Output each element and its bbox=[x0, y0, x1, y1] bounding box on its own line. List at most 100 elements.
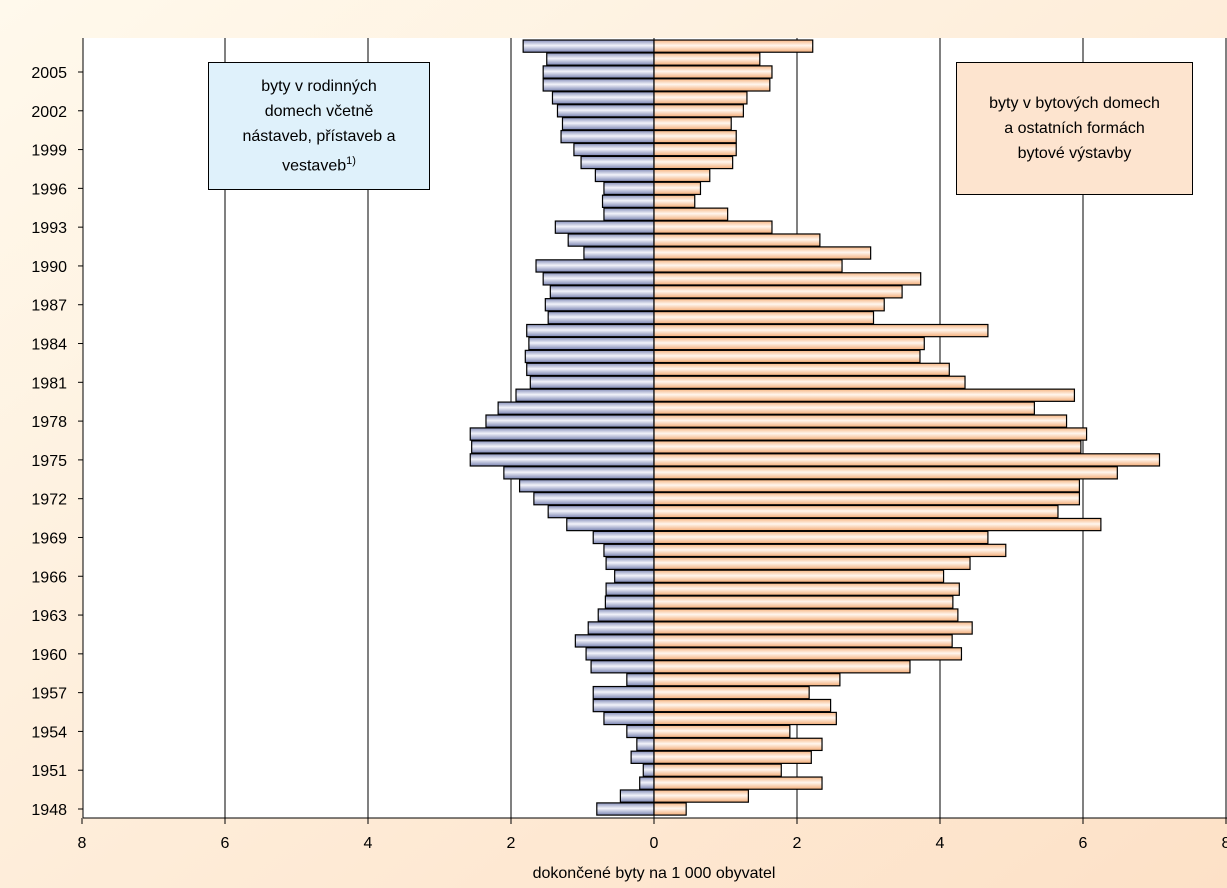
legend-left-line-1: byty v rodinných bbox=[261, 77, 377, 95]
bar-right-1968 bbox=[653, 543, 1007, 558]
bar-left-1951 bbox=[642, 763, 655, 777]
bar-left-1957 bbox=[592, 685, 655, 700]
bar-right-2000 bbox=[653, 129, 737, 144]
bar-right-1962 bbox=[653, 621, 973, 635]
y-axis-ticks: 1948 1951 1954 1957 1960 1963 1966 1969 1972 1975… bbox=[31, 65, 83, 819]
legend-left-line-3: nástaveb, přístaveb a bbox=[242, 127, 396, 145]
y-tick-label-2005: 2005 bbox=[31, 65, 67, 82]
bar-right-1993 bbox=[653, 220, 773, 234]
bar-right-1971 bbox=[653, 504, 1059, 519]
bar-right-1979 bbox=[653, 401, 1035, 415]
bar-left-1988 bbox=[549, 285, 655, 299]
y-tick-label-1978: 1978 bbox=[31, 414, 67, 431]
bar-left-2000 bbox=[560, 129, 655, 144]
legend-left-series: byty v rodinných domech včetně nástaveb,… bbox=[208, 62, 430, 190]
bar-left-1948 bbox=[596, 802, 655, 816]
bar-right-1984 bbox=[653, 336, 925, 351]
bar-left-1972 bbox=[533, 491, 655, 506]
bar-right-1983 bbox=[653, 349, 921, 364]
bar-right-1959 bbox=[653, 660, 911, 674]
legend-left-line-2: domech včetně bbox=[264, 102, 374, 120]
bar-right-2007 bbox=[653, 39, 814, 53]
bar-right-1960 bbox=[653, 647, 963, 661]
bar-left-1982 bbox=[526, 362, 655, 377]
y-tick-label-2002: 2002 bbox=[31, 104, 67, 121]
bar-left-2007 bbox=[522, 39, 655, 53]
y-tick-label-1957: 1957 bbox=[31, 686, 67, 703]
bar-left-2003 bbox=[551, 91, 655, 105]
bar-right-1998 bbox=[653, 155, 734, 170]
bar-right-1990 bbox=[653, 259, 843, 273]
x-tick-label-2: 4 bbox=[364, 835, 373, 852]
bar-right-1969 bbox=[653, 530, 989, 545]
bar-right-1986 bbox=[653, 310, 875, 325]
bar-left-1989 bbox=[542, 272, 655, 286]
bar-left-1954 bbox=[626, 724, 655, 739]
bar-right-1972 bbox=[653, 491, 1081, 506]
y-tick-label-1984: 1984 bbox=[31, 337, 67, 354]
bar-left-1986 bbox=[547, 310, 655, 325]
bar-left-1992 bbox=[567, 233, 655, 247]
bar-right-1994 bbox=[653, 207, 729, 221]
y-tick-label-1987: 1987 bbox=[31, 298, 67, 315]
bar-right-1949 bbox=[653, 789, 749, 803]
bar-left-1978 bbox=[485, 414, 655, 428]
bar-right-1967 bbox=[653, 556, 971, 571]
bar-left-1980 bbox=[515, 388, 655, 402]
legend-left-line-4-text: vestaveb bbox=[282, 157, 347, 175]
bar-left-1955 bbox=[603, 711, 655, 726]
bar-left-1984 bbox=[528, 336, 655, 351]
x-tick-label-5: 2 bbox=[793, 835, 802, 852]
bar-left-1974 bbox=[503, 466, 655, 480]
bar-left-1950 bbox=[639, 776, 655, 790]
bar-right-1987 bbox=[653, 298, 885, 312]
bar-right-1955 bbox=[653, 711, 837, 726]
legend-right-series: byty v bytových domech a ostatních formá… bbox=[956, 62, 1193, 195]
legend-left-footnote: 1) bbox=[346, 154, 356, 167]
bar-right-1976 bbox=[653, 440, 1082, 454]
bar-left-1973 bbox=[518, 479, 655, 493]
bar-left-2005 bbox=[542, 65, 655, 79]
bar-left-1964 bbox=[604, 595, 655, 609]
bar-right-2003 bbox=[653, 91, 748, 105]
bar-left-1985 bbox=[526, 323, 655, 338]
bar-right-1980 bbox=[653, 388, 1076, 402]
bar-left-1953 bbox=[636, 737, 655, 752]
bar-left-1958 bbox=[626, 672, 655, 687]
y-tick-label-1966: 1966 bbox=[31, 569, 67, 586]
bar-left-1962 bbox=[587, 621, 655, 635]
y-tick-label-1963: 1963 bbox=[31, 608, 67, 625]
bar-right-1954 bbox=[653, 724, 791, 739]
bar-right-1991 bbox=[653, 246, 872, 260]
bar-left-1965 bbox=[605, 582, 655, 596]
bar-left-1952 bbox=[630, 750, 655, 764]
bar-right-1975 bbox=[653, 453, 1161, 467]
bar-right-1977 bbox=[653, 427, 1088, 441]
bar-right-2005 bbox=[653, 65, 773, 79]
bar-left-1979 bbox=[497, 401, 655, 415]
bar-right-1997 bbox=[653, 168, 711, 183]
bar-right-1999 bbox=[653, 142, 737, 157]
bar-left-1995 bbox=[601, 194, 655, 208]
bar-left-1956 bbox=[592, 698, 655, 713]
bar-right-1953 bbox=[653, 737, 823, 752]
bar-left-1977 bbox=[469, 427, 655, 441]
bar-left-1949 bbox=[619, 789, 655, 803]
bar-left-1961 bbox=[574, 634, 655, 648]
x-tick-label-8: 8 bbox=[1222, 835, 1227, 852]
y-tick-label-1999: 1999 bbox=[31, 143, 67, 160]
bar-right-1992 bbox=[653, 233, 821, 247]
bar-left-1981 bbox=[529, 375, 655, 390]
legend-right-line-3: bytové výstavby bbox=[1017, 145, 1132, 162]
x-tick-label-1: 6 bbox=[221, 835, 230, 852]
bar-right-1973 bbox=[653, 479, 1081, 493]
bar-left-1983 bbox=[524, 349, 655, 364]
bar-left-2006 bbox=[546, 52, 655, 66]
x-axis-ticks: 8 6 4 2 0 2 4 6 8 bbox=[78, 818, 1227, 852]
bar-left-1998 bbox=[580, 155, 655, 170]
x-axis-title: dokončené byty na 1 000 obyvatel bbox=[533, 865, 776, 882]
bar-left-1994 bbox=[603, 207, 655, 221]
bar-right-1963 bbox=[653, 608, 959, 622]
bar-right-2002 bbox=[653, 104, 744, 118]
bar-left-1976 bbox=[471, 440, 655, 454]
